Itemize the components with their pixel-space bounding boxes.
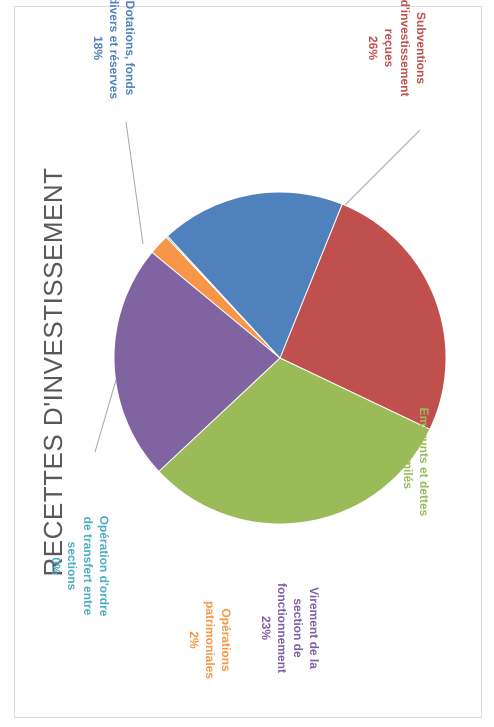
- slice-percent-subventions: 26%: [366, 36, 380, 60]
- slice-label-operation_ordre: Opération d'ordrede transfert entresecti…: [49, 516, 111, 617]
- slice-label-line: d'investissement: [398, 0, 412, 96]
- slice-labels: Subventionsd'investissementreçues26% Empr…: [49, 0, 431, 679]
- leader-line-dotations: [125, 121, 144, 245]
- pie-slice-subventions: [279, 203, 447, 431]
- slice-percent-operations_patrimoniales: 2%: [187, 631, 201, 649]
- slice-label-line: divers et réserves: [107, 0, 121, 99]
- slice-percent-operation_ordre: 0%: [49, 557, 63, 575]
- slice-label-emprunts: Emprunts et dettesassimilés31%: [385, 408, 431, 517]
- slice-label-line: de transfert entre: [81, 517, 95, 616]
- slice-label-dotations: Dotations, fondsdivers et réserves18%: [91, 0, 137, 99]
- slice-label-line: assimilés: [401, 435, 415, 489]
- slice-label-line: patrimoniales: [203, 601, 217, 679]
- leader-line-operation_ordre: [94, 379, 117, 453]
- slice-label-line: reçues: [382, 29, 396, 68]
- slice-label-line: fonctionnement: [275, 583, 289, 673]
- leader-lines: [94, 121, 421, 453]
- pie-slices: [113, 191, 447, 525]
- slice-label-line: Dotations, fonds: [123, 1, 137, 96]
- slice-label-operations_patrimoniales: Opérationspatrimoniales2%: [187, 601, 233, 679]
- pie-slice-emprunts: [158, 357, 431, 525]
- slice-label-line: section de: [291, 598, 305, 658]
- slice-percent-dotations: 18%: [91, 36, 105, 60]
- leader-line-subventions: [344, 129, 421, 206]
- chart-title: RECETTES D'INVESTISSEMENT: [38, 168, 68, 577]
- slice-label-subventions: Subventionsd'investissementreçues26%: [366, 0, 428, 96]
- slice-label-line: Opérations: [219, 608, 233, 672]
- slice-label-line: Subventions: [414, 12, 428, 84]
- slice-label-line: sections: [65, 542, 79, 591]
- slice-label-line: Opération d'ordre: [97, 516, 111, 617]
- pie-slice-dotations: [166, 191, 343, 359]
- slice-label-line: Emprunts et dettes: [417, 408, 431, 517]
- slice-label-line: Virement de la: [307, 587, 321, 669]
- pie-slice-virement: [113, 251, 281, 473]
- slice-percent-virement: 23%: [259, 616, 273, 640]
- slice-label-virement: Virement de lasection defonctionnement23…: [259, 583, 321, 673]
- slice-percent-emprunts: 31%: [385, 450, 399, 474]
